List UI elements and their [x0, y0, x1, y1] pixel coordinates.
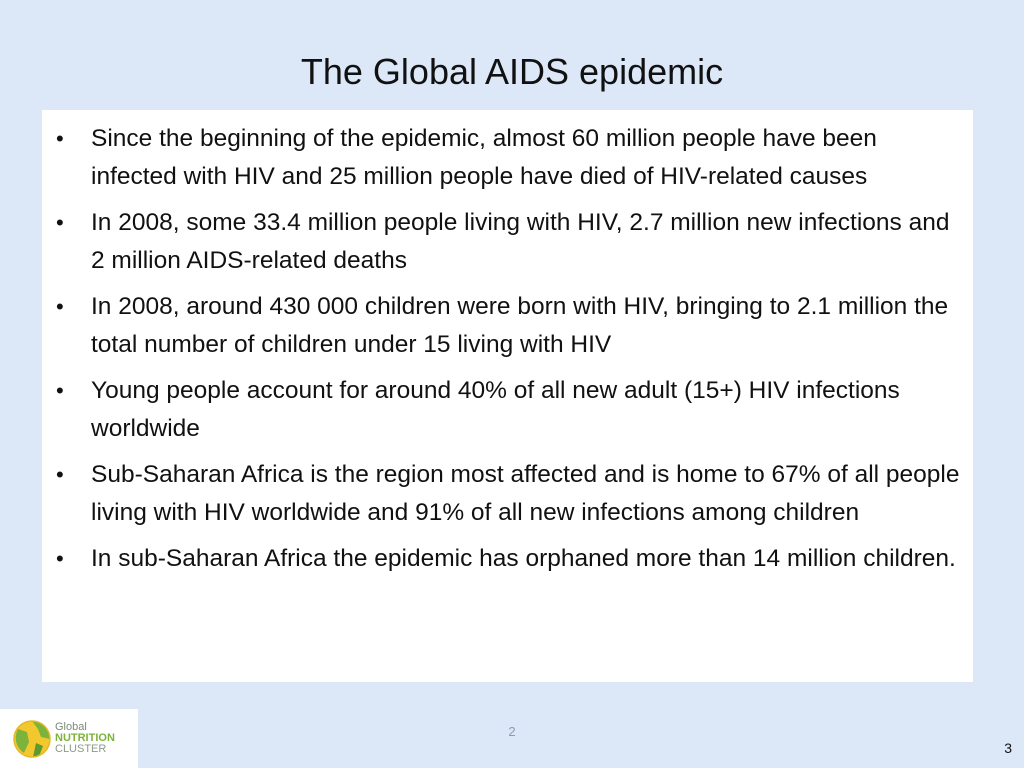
bullet-item: • Since the beginning of the epidemic, a…	[56, 120, 963, 196]
bullet-icon: •	[56, 210, 64, 235]
bullet-icon: •	[56, 294, 64, 319]
logo-line-nutrition: NUTRITION	[55, 732, 115, 744]
bullet-icon: •	[56, 546, 64, 571]
page-number: 3	[1004, 740, 1012, 756]
bullet-icon: •	[56, 126, 64, 151]
slide-title: The Global AIDS epidemic	[300, 51, 724, 92]
bullet-icon: •	[56, 462, 64, 487]
logo-line-global: Global	[55, 721, 87, 733]
content-box: • Since the beginning of the epidemic, a…	[42, 110, 973, 682]
logo: Global NUTRITION CLUSTER	[0, 709, 138, 768]
globe-icon	[13, 719, 51, 758]
bullet-text: In 2008, some 33.4 million people living…	[91, 209, 950, 274]
bullet-list: • Since the beginning of the epidemic, a…	[56, 120, 963, 578]
bullet-item: • In 2008, some 33.4 million people livi…	[56, 204, 963, 280]
logo-line-cluster: CLUSTER	[55, 743, 107, 755]
bullet-text: In sub-Saharan Africa the epidemic has o…	[91, 545, 956, 572]
bullet-text: Since the beginning of the epidemic, alm…	[91, 125, 877, 190]
bullet-icon: •	[56, 378, 64, 403]
logo-text: Global NUTRITION CLUSTER	[55, 722, 115, 755]
bullet-item: • Sub-Saharan Africa is the region most …	[56, 456, 963, 532]
slide-number-center: 2	[508, 724, 516, 739]
bullet-text: Young people account for around 40% of a…	[91, 377, 900, 442]
bullet-text: Sub-Saharan Africa is the region most af…	[91, 461, 960, 526]
bullet-item: • In sub-Saharan Africa the epidemic has…	[56, 540, 963, 578]
bullet-item: • In 2008, around 430 000 children were …	[56, 288, 963, 364]
bullet-text: In 2008, around 430 000 children were bo…	[91, 293, 949, 358]
bullet-item: • Young people account for around 40% of…	[56, 372, 963, 448]
